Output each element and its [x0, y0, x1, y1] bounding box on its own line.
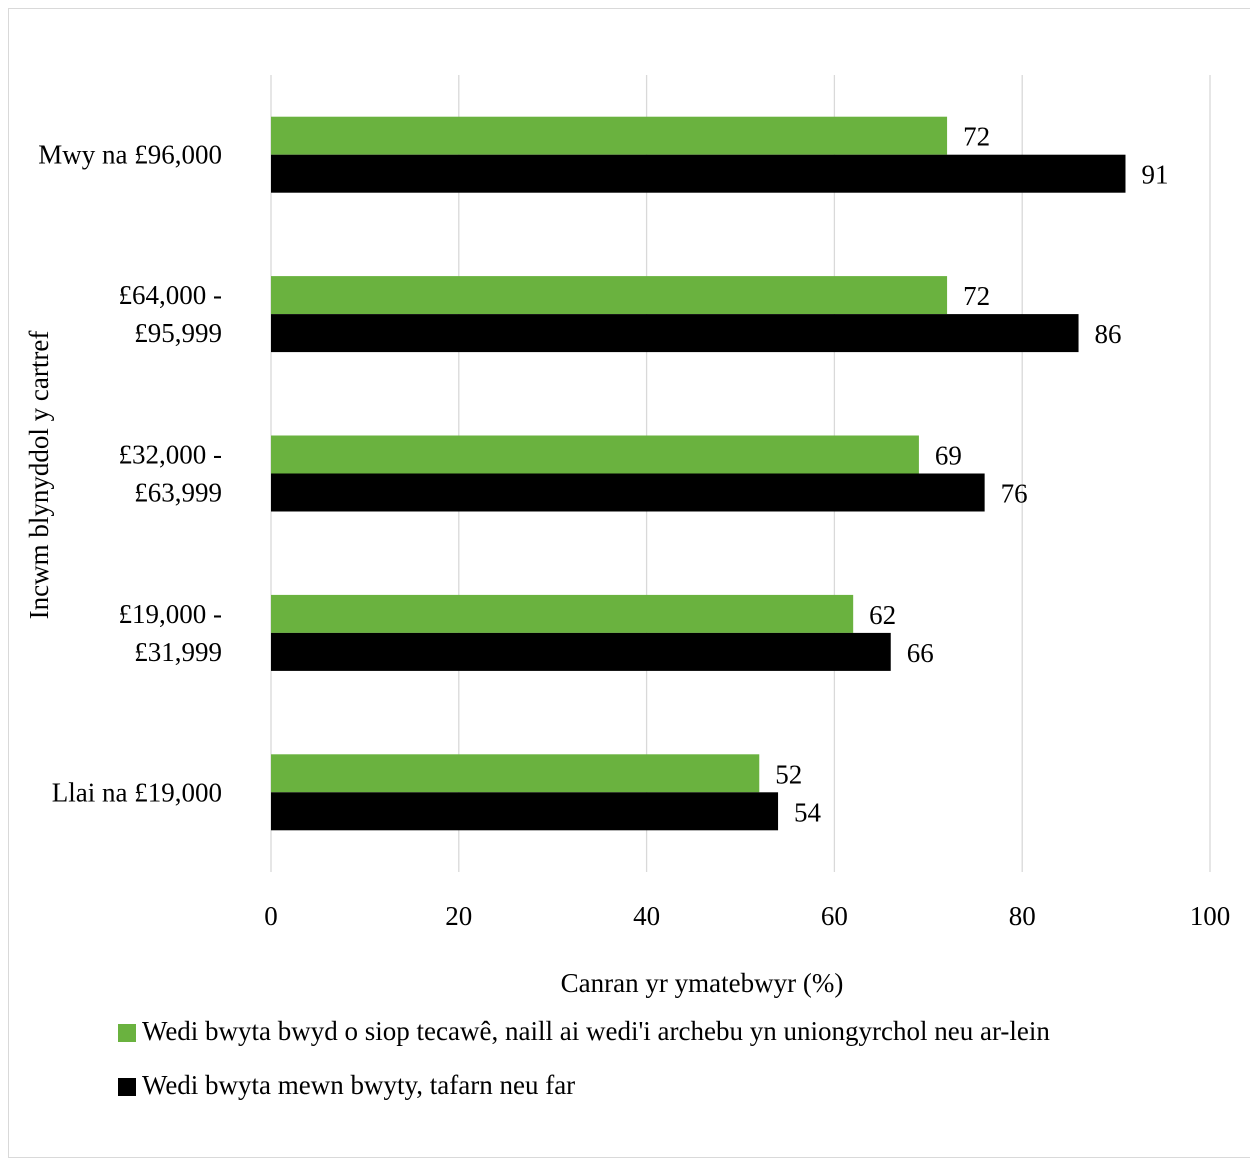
- y-axis-title: Incwm blynyddol y cartref: [24, 331, 54, 620]
- category-label: £32,000 -: [119, 440, 223, 470]
- legend-swatch-green: [118, 1024, 136, 1042]
- category-label: £95,999: [134, 318, 222, 348]
- category-label: £31,999: [134, 637, 222, 667]
- data-label: 91: [1141, 160, 1168, 190]
- data-label: 54: [794, 797, 822, 827]
- x-tick-label: 20: [445, 901, 472, 931]
- bar: [271, 154, 1126, 193]
- legend-label-restaurant: Wedi bwyta mewn bwyty, tafarn neu far: [142, 1070, 576, 1100]
- data-label: 52: [775, 759, 802, 789]
- bar: [271, 754, 760, 793]
- category-label: £19,000 -: [119, 599, 223, 629]
- category-labels: Mwy na £96,000 £64,000 - £95,999 £32,000 - £…: [38, 140, 222, 808]
- x-tick-label: 80: [1009, 901, 1036, 931]
- bar: [271, 632, 891, 671]
- data-label: 76: [1001, 479, 1028, 509]
- x-tick-label: 40: [633, 901, 660, 931]
- category-label: Mwy na £96,000: [38, 140, 222, 170]
- data-label: 66: [907, 638, 934, 668]
- legend-item-restaurant: Wedi bwyta mewn bwyty, tafarn neu far: [118, 1066, 1102, 1104]
- x-tick-labels: 0 20 40 60 80 100: [264, 901, 1230, 931]
- category-label: £63,999: [134, 478, 222, 508]
- data-label: 62: [869, 600, 896, 630]
- data-label: 72: [963, 122, 990, 152]
- legend-label-takeaway: Wedi bwyta bwyd o siop tecawê, naill ai …: [142, 1016, 1050, 1046]
- bar: [271, 594, 854, 633]
- bar: [271, 473, 985, 512]
- bar: [271, 276, 948, 315]
- bar: [271, 792, 779, 831]
- data-label: 69: [935, 441, 962, 471]
- bar: [271, 314, 1079, 353]
- data-label: 86: [1095, 319, 1122, 349]
- x-tick-label: 0: [264, 901, 278, 931]
- x-axis-title: Canran yr ymatebwyr (%): [561, 968, 844, 998]
- bar: [271, 435, 919, 474]
- x-tick-label: 100: [1190, 901, 1231, 931]
- bar: [271, 116, 948, 155]
- legend-swatch-black: [118, 1078, 136, 1096]
- x-tick-label: 60: [821, 901, 848, 931]
- legend-item-takeaway: Wedi bwyta bwyd o siop tecawê, naill ai …: [118, 1012, 1102, 1050]
- data-labels: 72 91 72 86 69 76 62 66 52 54: [775, 122, 1168, 828]
- data-label: 72: [963, 281, 990, 311]
- category-label: Llai na £19,000: [52, 777, 222, 807]
- category-label: £64,000 -: [119, 280, 223, 310]
- legend: Wedi bwyta bwyd o siop tecawê, naill ai …: [118, 1012, 1102, 1104]
- bars: [271, 116, 1126, 831]
